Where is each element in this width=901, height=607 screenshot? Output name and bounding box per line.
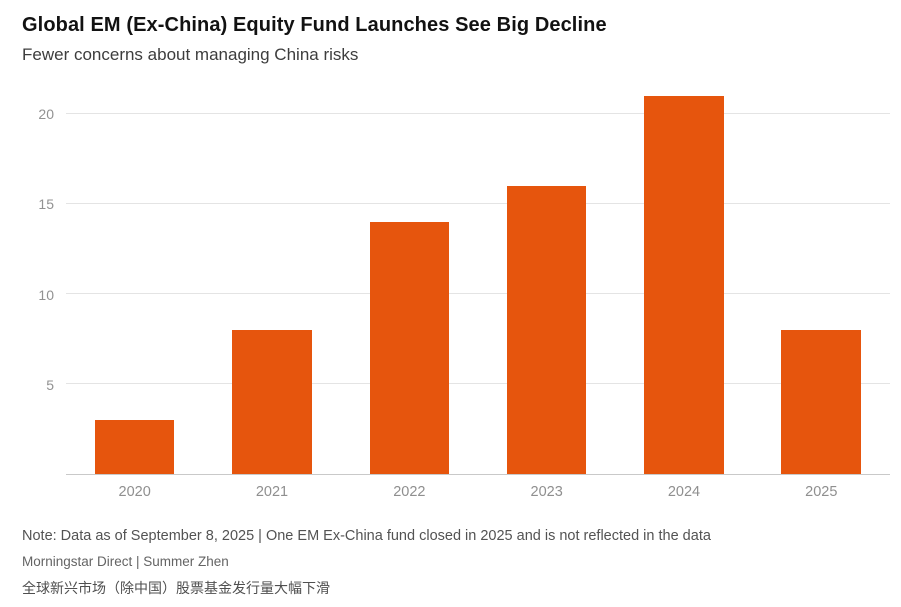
chart-footer: Note: Data as of September 8, 2025 | One… — [22, 528, 887, 598]
bars-container — [66, 87, 890, 474]
x-axis: 2020 2021 2022 2023 2024 2025 — [66, 484, 890, 500]
bar-2023 — [506, 186, 587, 474]
y-tick-label: 15 — [38, 196, 54, 213]
gridline — [66, 203, 890, 204]
gridline — [66, 293, 890, 294]
gridline — [66, 113, 890, 114]
x-tick-label: 2024 — [667, 484, 701, 500]
x-tick-label: 2021 — [255, 484, 289, 500]
bar-2025 — [781, 330, 862, 474]
x-tick-label: 2025 — [805, 484, 838, 500]
y-tick-label: 20 — [38, 106, 54, 123]
bar-2024 — [644, 96, 724, 474]
bar-slot — [66, 87, 203, 474]
bar-slot — [478, 87, 615, 474]
y-tick-label: 10 — [38, 286, 54, 303]
bar-slot — [753, 87, 890, 474]
bar-slot — [615, 87, 752, 474]
bar-2020 — [94, 420, 175, 474]
footnote: Note: Data as of September 8, 2025 | One… — [22, 528, 711, 544]
bar-slot — [203, 87, 340, 474]
source-credit: Morningstar Direct | Summer Zhen — [22, 554, 229, 569]
x-tick-label: 2020 — [118, 484, 151, 500]
chinese-caption: 全球新兴市场（除中国）股票基金发行量大幅下滑 — [22, 580, 330, 596]
bar-chart: 5 10 15 20 2020 2021 2022 2023 2024 2025 — [22, 87, 890, 500]
y-axis: 5 10 15 20 — [22, 87, 66, 475]
gridline — [66, 383, 890, 384]
x-tick-label: 2022 — [393, 484, 426, 500]
chart-title: Global EM (Ex-China) Equity Fund Launche… — [22, 14, 607, 36]
plot-area — [66, 87, 890, 475]
chart-subtitle: Fewer concerns about managing China risk… — [22, 45, 359, 64]
bar-slot — [341, 87, 478, 474]
bar-2021 — [232, 330, 312, 474]
x-tick-label: 2023 — [530, 484, 563, 500]
y-tick-label: 5 — [46, 376, 54, 393]
bar-2022 — [369, 222, 450, 474]
